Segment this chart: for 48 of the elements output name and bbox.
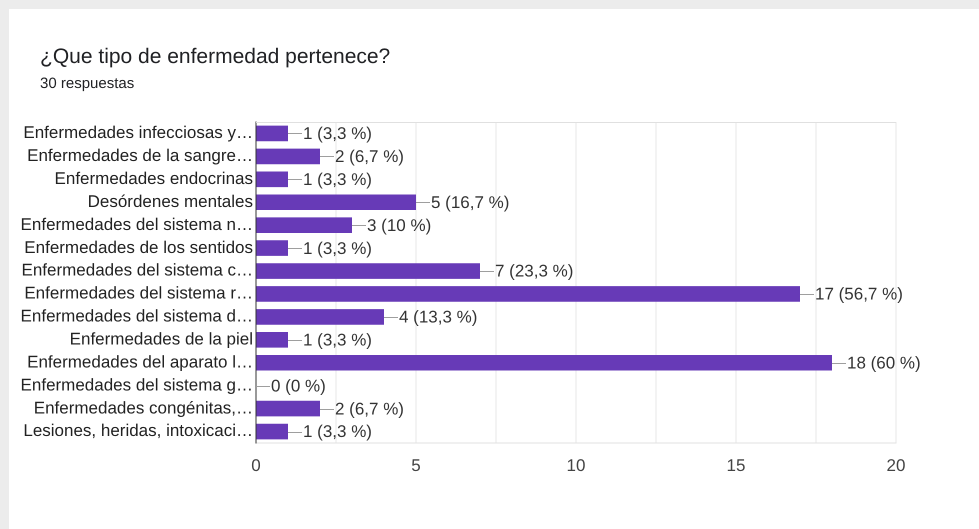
data-label: 3 (10 %) <box>367 216 432 235</box>
y-tick-label: Enfermedades endocrinas <box>54 169 253 188</box>
x-tick-label: 5 <box>411 456 421 475</box>
y-tick-label: Enfermedades de la piel <box>70 330 253 349</box>
data-label: 1 (3,3 %) <box>303 238 372 258</box>
bar <box>256 126 288 142</box>
bar <box>256 172 288 188</box>
y-tick-label: Enfermedades del aparato l… <box>27 352 253 372</box>
data-label: 1 (3,3 %) <box>303 170 372 190</box>
data-label: 1 (3,3 %) <box>303 422 372 442</box>
y-tick-label: Enfermedades infecciosas y… <box>23 123 253 142</box>
data-label: 1 (3,3 %) <box>303 124 372 144</box>
x-tick-label: 0 <box>251 456 261 475</box>
x-tick-label: 20 <box>886 456 906 475</box>
data-label: 0 (0 %) <box>271 376 326 396</box>
y-tick-label: Enfermedades de los sentidos <box>24 238 253 257</box>
bar <box>256 263 480 279</box>
data-label: 5 (16,7 %) <box>431 192 510 212</box>
bar <box>256 194 416 210</box>
y-tick-label: Lesiones, heridas, intoxicaci… <box>23 421 253 440</box>
data-label: 17 (56,7 %) <box>815 284 903 304</box>
bar <box>256 217 352 233</box>
data-label: 1 (3,3 %) <box>303 330 372 350</box>
bar <box>256 354 832 371</box>
bar <box>256 424 288 440</box>
data-label: 4 (13,3 %) <box>399 308 478 327</box>
x-tick-label: 10 <box>566 456 586 475</box>
bar <box>256 400 320 416</box>
y-tick-label: Enfermedades del sistema r… <box>24 284 253 303</box>
bar <box>256 332 288 348</box>
bar <box>256 286 800 302</box>
bar <box>256 148 320 164</box>
data-label: 7 (23,3 %) <box>495 262 574 281</box>
y-tick-label: Enfermedades de la sangre… <box>27 146 253 166</box>
chart-title: ¿Que tipo de enfermedad pertenece? <box>40 44 390 69</box>
data-label: 18 (60 %) <box>847 353 921 372</box>
y-tick-label: Enfermedades del sistema d… <box>20 306 253 326</box>
y-tick-label: Enfermedades congénitas,… <box>34 398 253 418</box>
y-tick-label: Desórdenes mentales <box>88 192 253 211</box>
data-label: 2 (6,7 %) <box>335 147 404 166</box>
y-tick-label: Enfermedades del sistema c… <box>22 260 253 280</box>
x-tick-label: 15 <box>726 456 746 475</box>
y-tick-label: Enfermedades del sistema g… <box>20 375 253 394</box>
text: 30 respuestas <box>40 75 134 93</box>
bar <box>256 309 384 325</box>
bar <box>256 240 288 256</box>
y-tick-label: Enfermedades del sistema n… <box>20 214 253 234</box>
data-label: 2 (6,7 %) <box>335 399 404 418</box>
